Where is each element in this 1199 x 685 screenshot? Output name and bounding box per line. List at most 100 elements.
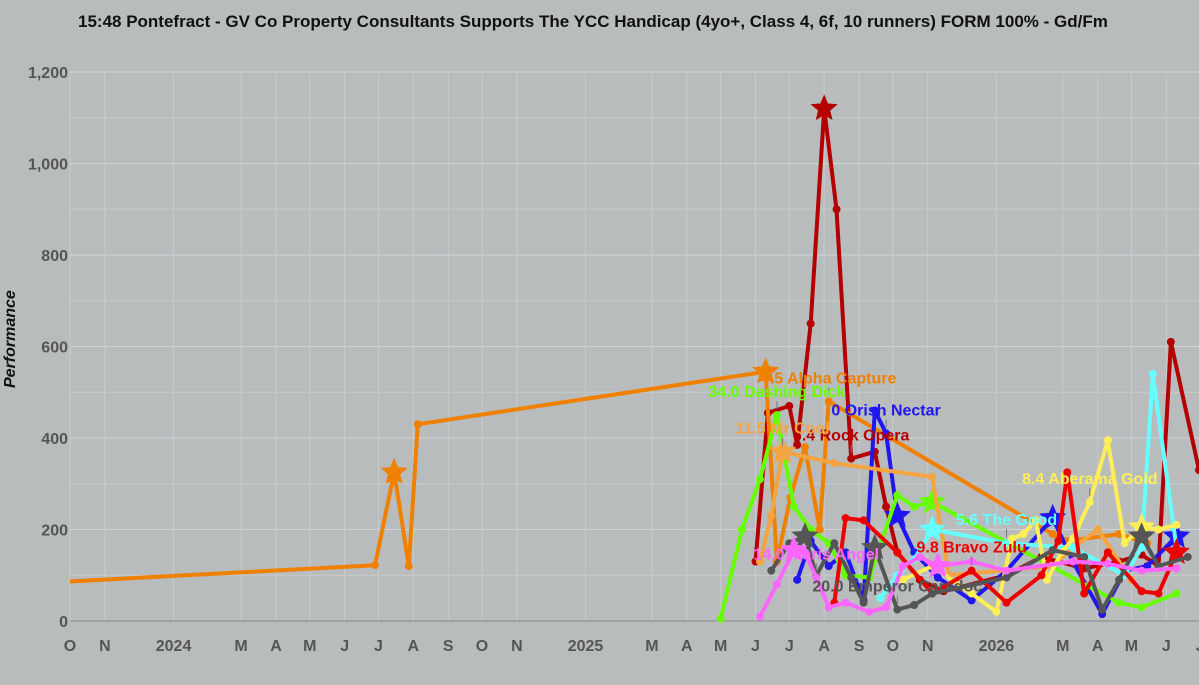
data-point (1115, 575, 1124, 584)
data-point (1137, 603, 1146, 612)
data-point (824, 397, 833, 406)
data-point (847, 573, 856, 582)
data-point (1143, 562, 1152, 571)
data-point (1103, 436, 1112, 445)
data-point (1068, 543, 1077, 552)
data-point (1137, 566, 1146, 575)
y-tick-label: 0 (59, 614, 68, 631)
y-tick-label: 800 (41, 248, 68, 265)
x-tick-label: O (476, 638, 488, 655)
data-point (1002, 598, 1011, 607)
x-tick-label: A (270, 638, 282, 655)
data-point (1172, 520, 1181, 529)
data-point (967, 589, 976, 598)
data-point (812, 573, 821, 582)
series-label: 5.6 The Good (956, 512, 1057, 529)
y-tick-label: 400 (41, 431, 68, 448)
y-tick-label: 1,000 (28, 157, 68, 174)
data-point (756, 557, 765, 566)
data-point-star (810, 94, 838, 121)
data-point (756, 612, 765, 621)
y-tick-label: 600 (41, 340, 68, 357)
data-point-star (791, 522, 819, 548)
data-point-star (380, 457, 408, 484)
data-point (882, 429, 891, 438)
data-point (910, 502, 919, 511)
x-tick-label: J (751, 638, 760, 655)
data-point-star (918, 487, 946, 514)
data-point (1154, 525, 1163, 534)
x-tick-label: S (854, 638, 865, 655)
data-point (870, 406, 879, 415)
data-point (1098, 605, 1107, 614)
data-point (898, 562, 907, 571)
data-point (1120, 539, 1129, 548)
data-point-star (752, 357, 780, 384)
data-point (1148, 369, 1157, 378)
data-point-star (780, 535, 808, 562)
data-point (893, 491, 902, 500)
data-point (1002, 566, 1011, 575)
data-point (1115, 598, 1124, 607)
data-point (898, 575, 907, 584)
data-point-star (918, 515, 946, 542)
data-point (830, 539, 839, 548)
data-point (815, 525, 824, 534)
data-point (830, 459, 839, 468)
data-point (933, 573, 942, 582)
data-point (893, 605, 902, 614)
data-point (847, 454, 856, 463)
data-point (1137, 543, 1146, 552)
data-point (1093, 525, 1102, 534)
data-point (915, 552, 924, 561)
x-tick-label: N (511, 638, 523, 655)
data-point (824, 603, 833, 612)
data-point (859, 516, 868, 525)
data-point (876, 594, 885, 603)
data-point (801, 548, 810, 557)
data-point-star (883, 501, 911, 528)
data-point (1031, 516, 1040, 525)
data-point (992, 607, 1001, 616)
data-point (928, 589, 937, 598)
x-tick-label: J (374, 638, 383, 655)
data-point (404, 562, 413, 571)
data-point (1063, 468, 1072, 477)
data-point (772, 411, 781, 420)
x-tick-label: M (234, 638, 247, 655)
data-point-star (1127, 522, 1156, 548)
data-point (882, 603, 891, 612)
x-tick-label: M (303, 638, 316, 655)
data-point (413, 420, 422, 429)
data-point (1019, 530, 1028, 539)
data-point (1002, 573, 1011, 582)
x-tick-label: 2026 (979, 638, 1015, 655)
x-tick-label: J (785, 638, 794, 655)
data-point (1103, 548, 1112, 557)
data-point (1183, 552, 1192, 561)
data-point (1080, 589, 1089, 598)
data-point (371, 561, 380, 570)
data-point (1103, 559, 1112, 568)
data-point (841, 598, 850, 607)
y-tick-label: 200 (41, 523, 68, 540)
x-tick-label: O (64, 638, 76, 655)
x-tick-label: 2024 (156, 638, 192, 655)
series-label: 4.5 Alpha Capture (761, 370, 897, 387)
data-point (832, 205, 841, 214)
data-point (772, 580, 781, 589)
data-point (1048, 546, 1057, 555)
data-point (1137, 587, 1146, 596)
data-point (1166, 337, 1175, 346)
data-point (716, 614, 725, 623)
series-label: 6.4 Rock Opera (793, 428, 910, 445)
x-tick-label: M (645, 638, 658, 655)
data-point (756, 475, 765, 484)
x-tick-label: M (714, 638, 727, 655)
data-point-star (768, 437, 797, 464)
data-point (785, 401, 794, 410)
x-tick-label: O (887, 638, 899, 655)
x-tick-label: S (443, 638, 454, 655)
data-point (1043, 575, 1052, 584)
